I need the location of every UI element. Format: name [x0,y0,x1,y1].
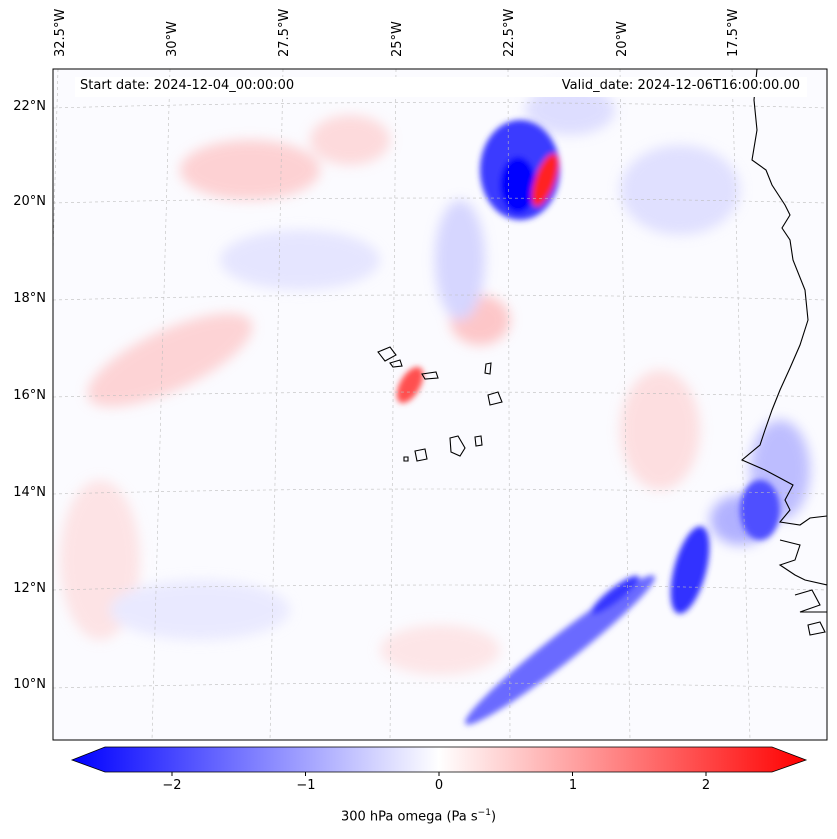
lon-gridline [619,69,631,740]
lat-gridline [53,197,827,204]
omega-negative-area [525,85,615,135]
lon-gridline [151,69,171,740]
lon-tick-label: 20°W [615,21,630,57]
omega-negative-area [435,200,485,320]
colorbar-title-end: ) [490,809,497,825]
island-brava [403,456,409,462]
island-santo-antao [377,346,397,362]
colorbar-tick-label: 0 [434,778,444,793]
header-band [75,77,807,97]
lat-gridline [53,488,827,495]
island-sao-nicolau [421,371,439,380]
omega-negative-band [465,575,655,725]
lat-tick-label: 16°N [13,388,46,403]
lat-gridline [53,682,827,689]
lon-gridline [731,69,751,740]
omega-negative-band [590,575,640,615]
lon-tick-label: 25°W [390,21,405,57]
lat-tick-label: 18°N [13,291,46,306]
omega-negative-core [740,480,780,540]
lon-gridline [269,69,284,740]
island-sal [484,362,492,375]
lon-gridline [507,69,511,740]
omega-positive-area [310,115,390,165]
omega-positive-core [531,153,559,207]
omega-positive-area [180,140,320,200]
coastline [377,69,827,636]
colorbar-title: 300 hPa omega (Pa s−1) [0,808,837,824]
colorbar-tick-label: 1 [568,778,578,793]
omega-positive-core [396,366,424,404]
island-boa-vista [487,391,503,406]
colorbar-tick-label: −2 [162,778,182,793]
omega-positive-area [87,313,253,407]
colorbar [70,746,808,776]
lat-tick-label: 12°N [13,581,46,596]
colorbar-tick-label: 2 [701,778,711,793]
island-fogo [414,448,428,462]
island [807,621,826,636]
africa-coastline [794,589,827,613]
map-frame [52,68,828,741]
colorbar-tick-label: −1 [296,778,316,793]
lat-tick-label: 20°N [13,194,46,209]
start-date-label: Start date: 2024-12-04_00:00:00 [80,78,295,93]
africa-coastline [740,69,827,526]
graticule [53,69,827,740]
omega-positive-area [620,370,700,490]
lat-tick-label: 10°N [13,677,46,692]
valid-date-label: Valid_date: 2024-12-06T16:00:00.00 [561,78,800,93]
lon-gridline [389,69,397,740]
colorbar-title-sup: −1 [477,808,491,818]
omega-negative-core [670,526,710,614]
lat-gridline [53,391,827,398]
omega-field [60,85,810,725]
island-santiago [449,435,466,457]
lat-gridline [53,102,827,109]
lat-gridline [53,584,827,591]
lon-tick-label: 32.5°W [53,8,68,57]
island-maio [474,435,483,447]
omega-negative-core [500,157,536,213]
omega-positive-area [380,625,500,675]
colorbar-bar [70,746,808,773]
lon-tick-label: 30°W [165,21,180,57]
africa-coastline [778,539,827,586]
lat-tick-label: 14°N [13,485,46,500]
lat-tick-label: 22°N [13,99,46,114]
omega-negative-area [220,230,380,290]
lon-tick-label: 17.5°W [726,8,741,57]
lon-tick-label: 22.5°W [502,8,517,57]
omega-negative-area [110,580,290,640]
island-sao-vicente [389,359,403,368]
lon-tick-label: 27.5°W [277,8,292,57]
omega-negative-area [620,145,740,235]
colorbar-title-main: 300 hPa omega (Pa s [340,809,478,825]
